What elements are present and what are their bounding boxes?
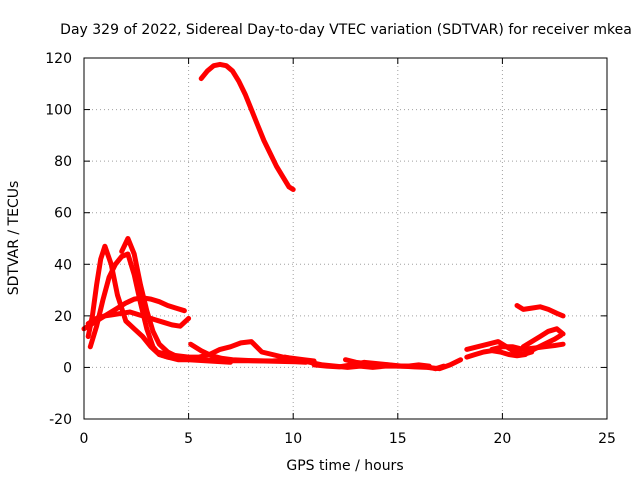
series-line-arc-n	[510, 332, 564, 357]
series-line-arc-e	[85, 309, 192, 329]
axis-ticks: 0 5 10 15 20 25 -20 0 20 40 60 80 100 120	[45, 51, 616, 447]
y-tick-label: 0	[63, 360, 72, 376]
x-tick-label: 25	[598, 431, 616, 447]
y-tick-label: 20	[54, 309, 72, 325]
series-line-arc-o	[520, 326, 566, 350]
plot-border	[83, 57, 608, 420]
series-line-arc-m	[489, 341, 566, 352]
x-axis-label: GPS time / hours	[286, 458, 403, 474]
series-line-arc-j	[343, 357, 432, 369]
series-line-arc-g	[188, 341, 309, 365]
y-tick-label: 40	[54, 257, 72, 273]
y-axis-label: SDTVAR / TECUs	[6, 181, 22, 296]
y-tick-label: 100	[45, 103, 72, 119]
series-line-arc-high	[198, 61, 296, 192]
x-tick-label: 15	[389, 431, 407, 447]
x-tick-label: 10	[284, 431, 302, 447]
x-tick-label: 5	[184, 431, 193, 447]
y-tick-label: 80	[54, 154, 72, 170]
chart-title: Day 329 of 2022, Sidereal Day-to-day VTE…	[60, 22, 632, 38]
x-tick-label: 0	[80, 431, 89, 447]
y-tick-label: 60	[54, 206, 72, 222]
x-tick-label: 20	[493, 431, 511, 447]
y-tick-label: -20	[49, 412, 72, 428]
series-line-arc-k	[464, 348, 528, 360]
y-tick-label: 120	[45, 51, 72, 67]
series-group	[81, 61, 566, 372]
series-line-arc-p	[514, 303, 566, 319]
